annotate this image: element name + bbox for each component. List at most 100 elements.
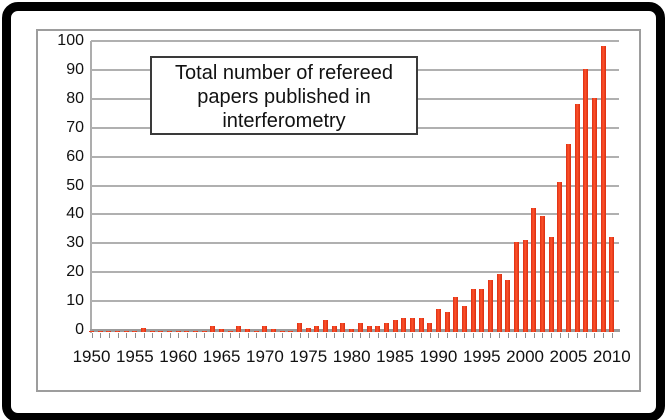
x-axis-tick-label: 1995 [462, 347, 501, 366]
y-axis-tick-label: 80 [66, 89, 84, 107]
x-axis-tick [247, 333, 249, 338]
x-axis-tick [395, 333, 397, 338]
bar-1958 [158, 330, 164, 332]
x-axis-tick [429, 333, 431, 338]
bar-2010 [609, 236, 615, 332]
bar-1968 [245, 329, 251, 332]
bar-1972 [279, 330, 285, 332]
x-axis-tick [186, 333, 188, 338]
bar-2005 [565, 144, 571, 332]
bar-1967 [236, 326, 242, 332]
x-axis-tick [525, 333, 527, 338]
y-axis-tick-label: 70 [66, 118, 84, 136]
bar-1971 [271, 329, 277, 332]
bar-1988 [418, 317, 424, 332]
bar-2002 [539, 216, 545, 332]
gridline [91, 213, 619, 216]
y-axis-line [90, 41, 92, 333]
x-axis-tick [360, 333, 362, 338]
bar-1964 [210, 326, 216, 332]
x-axis-tick [351, 333, 353, 338]
x-axis-tick [325, 333, 327, 338]
y-axis-tick-label: 0 [75, 321, 84, 338]
plot-area: 1950 1955 1960 1965 1970 1975 1980 1985 1990 1995… [73, 40, 631, 366]
x-axis-tick [299, 333, 301, 338]
bar-1979 [340, 323, 346, 332]
chart-title-line: papers published in [197, 86, 371, 108]
x-axis-tick [490, 333, 492, 338]
y-axis-tick-label: 10 [66, 292, 84, 310]
bar-1998 [505, 279, 511, 332]
x-axis-tick [290, 333, 292, 338]
x-axis-tick-label: 1975 [289, 347, 328, 366]
bar-1952 [106, 330, 112, 332]
x-axis-tick [559, 333, 561, 338]
gridline [91, 184, 619, 187]
bar-1993 [461, 305, 467, 332]
bar-1980 [349, 329, 355, 332]
x-axis-tick [611, 333, 613, 338]
bar-1992 [453, 297, 459, 332]
bar-1954 [123, 330, 129, 332]
bar-1996 [487, 279, 493, 332]
bar-1997 [496, 274, 502, 332]
y-axis-tick-label: 50 [66, 176, 84, 194]
bar-1991 [444, 311, 450, 332]
bar-1962 [193, 330, 199, 332]
y-axis-tick-label: 100 [57, 32, 84, 49]
x-axis-tick [455, 333, 457, 338]
bar-2007 [583, 69, 589, 332]
bar-2006 [574, 103, 580, 332]
x-axis-tick [316, 333, 318, 338]
x-axis-tick-label: 1950 [72, 347, 111, 366]
bar-1970 [262, 326, 268, 332]
bar-1985 [392, 320, 398, 332]
x-axis-tick [507, 333, 509, 338]
x-axis-tick-label: 1985 [376, 347, 414, 366]
x-axis-tick [412, 333, 414, 338]
bar-1953 [115, 330, 121, 332]
x-axis-tick-label: 1970 [246, 347, 284, 366]
x-axis-tick [143, 333, 145, 338]
gridline [91, 242, 619, 245]
bar-2004 [557, 181, 563, 332]
x-axis-tick [585, 333, 587, 338]
x-axis-tick [499, 333, 501, 338]
x-axis-tick [212, 333, 214, 338]
x-axis-tick [273, 333, 275, 338]
x-axis-tick [256, 333, 258, 338]
x-axis-tick [542, 333, 544, 338]
x-axis-tick-label: 2005 [549, 347, 588, 366]
x-axis-tick-label: 1980 [332, 347, 371, 366]
x-axis-tick [108, 333, 110, 338]
bar-1974 [297, 323, 303, 332]
chart-title-line: Total number of refereed [175, 62, 393, 84]
gridline [91, 155, 619, 158]
x-axis-tick [369, 333, 370, 338]
x-axis-tick-label: 1960 [159, 347, 198, 366]
bar-1990 [435, 308, 441, 332]
bar-2000 [522, 239, 528, 332]
x-axis-line [90, 329, 620, 332]
y-axis-tick-label: 20 [66, 263, 84, 281]
x-axis-tick-label: 2010 [592, 347, 631, 366]
bar-1989 [427, 323, 433, 332]
bar-1960 [175, 330, 181, 332]
y-axis-tick-label: 90 [66, 60, 84, 78]
bar-1961 [184, 330, 190, 332]
x-axis-tick [447, 333, 449, 338]
x-axis-tick-label: 1990 [419, 347, 458, 366]
x-axis-tick [195, 333, 197, 338]
x-axis-tick [152, 333, 154, 338]
bar-1999 [513, 242, 519, 332]
y-axis-tick-label: 30 [66, 234, 84, 252]
x-axis-tick [134, 333, 136, 338]
bar-2008 [591, 97, 597, 332]
x-axis-tick [342, 333, 344, 338]
chart-title: Total number of refereed papers publishe… [150, 56, 418, 135]
bar-1959 [167, 330, 173, 332]
x-axis-tick [473, 333, 475, 338]
x-axis-tick [377, 333, 379, 338]
bar-1995 [479, 288, 485, 332]
